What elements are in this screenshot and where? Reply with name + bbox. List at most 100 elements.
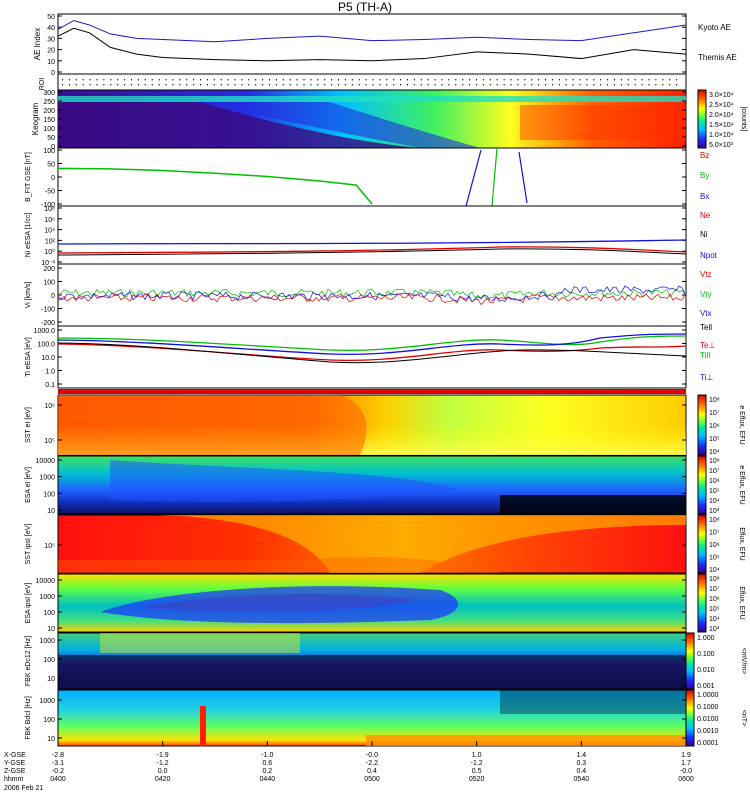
vi-series [57, 285, 686, 306]
roi-dot [172, 84, 174, 86]
esa-i-ytick-tick-label: 10000 [36, 578, 56, 585]
x-tick-label: 0.6 [262, 760, 272, 767]
esa-i-ytick-tick-label: 100 [43, 610, 55, 617]
ae-yticks: 0 10 20 30 40 50 [47, 14, 686, 77]
roi-dot [110, 84, 112, 86]
roi-dot [641, 84, 643, 86]
fbk-e-colorbar-ticks: 1.000 0.100 0.010 0.001 [697, 635, 715, 690]
x-tick-label: 0600 [678, 776, 694, 783]
roi-dot [206, 84, 208, 86]
esa-e-ytick-tick-label: 10 [47, 508, 55, 515]
fbk-b-ytick-tick-label: 1000 [39, 698, 55, 705]
fbk-e-ylabel: FBK eDc12 [Hz] [25, 636, 32, 686]
keogram-yticks: 0 50 100 150 200 250 300 [43, 90, 686, 151]
roi-dot [407, 79, 408, 81]
sst-e-colorbar-ticks: 10⁸ 10⁷ 10⁶ 10⁵ 10⁴ [709, 397, 720, 456]
roi-dot [351, 84, 353, 86]
fbk-e-ytick-tick-label: 100 [43, 657, 55, 664]
vi-trace [57, 288, 686, 300]
x-tick-label: 1.7 [681, 760, 691, 767]
roi-dot [455, 84, 457, 86]
roi-dot [324, 79, 326, 81]
roi-dot [669, 84, 671, 86]
sst-i-ylabel: SST ipsI [eV] [25, 524, 32, 565]
x-tick-label: 0.5 [472, 768, 482, 775]
sst-i-ytick-tick-label: 10⁵ [44, 543, 55, 550]
esa-i-cb-tick-label: 10⁴ [709, 616, 720, 623]
sst-e-cb-tick-label: 10⁶ [709, 423, 720, 430]
roi-dot [296, 79, 298, 81]
roi-dot [379, 84, 381, 86]
vi-ylabel: Vi [km/s] [25, 282, 32, 309]
roi-dot [158, 84, 160, 86]
legend-tell: Tell [700, 323, 712, 332]
roi-dot [213, 79, 215, 81]
roi-dot [303, 84, 305, 86]
panel-keogram: Keogram 0 50 100 150 200 250 300 3.0×10⁴ 2.5×10… [31, 89, 747, 151]
sst-i-yticks: 10⁵ [44, 543, 686, 550]
roi-dot [282, 79, 284, 81]
roi-dot [365, 84, 367, 86]
roi-dot [510, 79, 512, 81]
esa-e-ytick-tick-label: 10000 [36, 458, 56, 465]
panel-vi: Vi [km/s] -200 -100 0 100 200 Vtz Vty Vtx [25, 263, 712, 327]
sst-e-yticks: 10⁵ 10⁶ [44, 403, 686, 445]
roi-dot [179, 79, 181, 81]
ni-ytick-tick-label: 10⁰ [44, 248, 55, 256]
sst-i-colorbar [697, 514, 707, 574]
keogram-cb-tick-label: 2.5×10⁴ [709, 102, 734, 109]
roi-dot [227, 84, 229, 86]
bfit-ylabel: B_FIT GSE [nT] [25, 152, 32, 202]
roi-dot [614, 79, 615, 81]
roi-dot [372, 79, 374, 81]
roi-dot [600, 79, 602, 81]
keogram-colorbar [697, 89, 707, 149]
roi-dot [545, 84, 546, 86]
roi-dot [524, 84, 526, 86]
esa-e-yticks: 10 100 1000 10000 [36, 458, 686, 515]
panel-roi: ROI [39, 73, 687, 91]
x-tick-label: -0.0 [366, 752, 378, 759]
roi-dot [248, 84, 250, 86]
roi-dot [82, 79, 84, 81]
sst-e-ylabel: SST eI [eV] [25, 407, 32, 443]
roi-dot [593, 79, 595, 81]
roi-dot [476, 79, 477, 81]
roi-dot [117, 84, 119, 86]
x-tick-label: -1.2 [157, 760, 169, 767]
roi-dot [151, 79, 153, 81]
roi-dot [558, 79, 560, 81]
roi-dot [62, 79, 63, 81]
esa-i-ylabel: ESA ipsI [eV] [25, 583, 32, 624]
sst-i-colorbar-label: Eflux, EFU [738, 527, 745, 560]
roi-dot [269, 79, 270, 81]
bfit-yticks: -100 -50 0 50 100 [41, 148, 686, 209]
roi-dot [572, 79, 574, 81]
fbk-b-ytick-tick-label: 100 [43, 717, 55, 724]
roi-dot [482, 84, 484, 86]
vi-ytick-tick-label: -100 [41, 307, 55, 314]
x-tick-label: -3.1 [52, 760, 64, 767]
legend-vtx: Vtx [700, 309, 712, 318]
roi-dot [627, 84, 629, 86]
fbk-b-yticks: 10 100 1000 [39, 698, 686, 743]
vi-trace [57, 285, 686, 303]
legend-bx: Bx [700, 192, 709, 201]
bfit-ytick-tick-label: 50 [47, 162, 55, 169]
roi-dot [234, 79, 236, 81]
fbk-e-colorbar-label: <mV/m> [740, 648, 747, 674]
fbk-e-colorbar [685, 632, 695, 690]
roi-dot [124, 79, 126, 81]
x-tick-label: -0.0 [680, 768, 692, 775]
roi-dot [407, 84, 408, 86]
roi-dot [193, 84, 195, 86]
roi-dot [324, 84, 326, 86]
roi-dot [455, 79, 457, 81]
legend-te-perp: Te⊥ [700, 341, 715, 350]
roi-dot [634, 79, 636, 81]
roi-dot [489, 79, 491, 81]
ae-ytick-tick-label: 40 [47, 25, 55, 32]
roi-dot [531, 79, 533, 81]
legend-bz: Bz [700, 151, 709, 160]
